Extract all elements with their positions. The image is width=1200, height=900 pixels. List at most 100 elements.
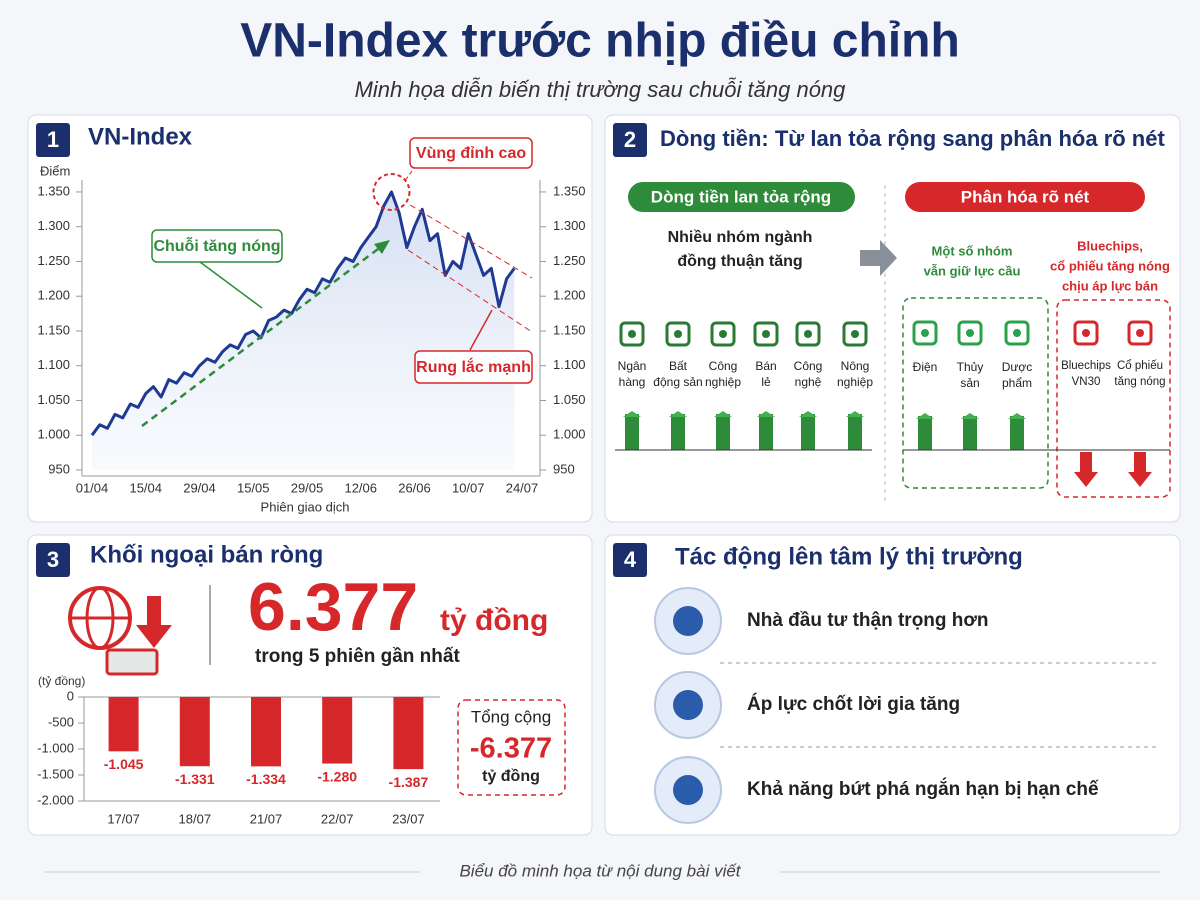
y2-tick-label: 1.000 — [553, 427, 586, 442]
cash-icon — [105, 648, 159, 676]
total-label: Tổng cộng — [471, 707, 551, 726]
value-label: -1.331 — [175, 771, 215, 787]
x-tick-label: 18/07 — [179, 811, 212, 826]
item-icon — [673, 690, 703, 720]
up-bar — [918, 416, 932, 450]
up-cap — [1008, 413, 1026, 419]
sector-label: Nông — [841, 359, 870, 373]
badge — [613, 543, 647, 577]
connector — [469, 309, 493, 351]
up-cap — [961, 413, 979, 419]
up-cap — [916, 413, 934, 419]
chart-title: VN-Index — [88, 123, 193, 150]
annotation-box — [151, 229, 283, 263]
panel-title: Dòng tiền: Từ lan tỏa rộng sang phân hóa… — [660, 126, 1165, 151]
note: Một số nhóm — [932, 243, 1013, 258]
sector-icon — [1004, 320, 1030, 346]
up-cap — [757, 411, 775, 417]
sector-label: tăng nóng — [1114, 376, 1165, 388]
x-tick-label: 15/04 — [129, 480, 162, 495]
big-number: 6.377 — [248, 569, 418, 645]
panel — [27, 534, 593, 836]
sector-label: hàng — [619, 375, 646, 389]
arrow-head — [374, 240, 390, 254]
sector-label: nghệ — [795, 375, 822, 389]
up-cap — [623, 411, 641, 417]
connector — [199, 261, 263, 309]
pill — [905, 182, 1145, 212]
y-tick-label: 1.150 — [37, 322, 70, 337]
total-unit: tỷ đồng — [482, 768, 540, 785]
down-arrow — [1074, 452, 1098, 487]
sector-label: Bất — [669, 359, 688, 373]
y-axis-label: Điểm — [40, 163, 70, 178]
badge-number: 1 — [47, 127, 59, 152]
value-label: -1.387 — [389, 774, 429, 790]
x-tick-label: 21/07 — [250, 811, 283, 826]
sector-label: lẻ — [761, 375, 771, 389]
x-tick-label: 15/05 — [237, 480, 270, 495]
footer-note: Biểu đồ minh họa từ nội dung bài viết — [459, 861, 741, 880]
sector-icon — [628, 330, 636, 338]
item-text: Nhà đầu tư thận trọng hơn — [747, 610, 989, 631]
pill-label: Phân hóa rõ nét — [961, 187, 1090, 206]
sector-icon — [665, 321, 691, 347]
pill-label: Dòng tiền lan tỏa rộng — [651, 187, 831, 206]
up-cap — [669, 411, 687, 417]
area-fill — [92, 192, 515, 470]
note: đồng thuận tăng — [677, 253, 802, 270]
flow-arrow — [860, 240, 897, 276]
group-box — [1056, 299, 1171, 498]
annotation: Rung lắc mạnh — [416, 357, 531, 376]
sector-label: động sản — [653, 375, 702, 389]
sector-label: Điện — [913, 360, 938, 374]
group-box — [902, 297, 1049, 489]
sector-label: Dược — [1002, 360, 1033, 374]
panel — [604, 114, 1181, 523]
x-tick-label: 10/07 — [452, 480, 485, 495]
sector-icon — [1127, 320, 1153, 346]
peak-ring — [372, 172, 411, 211]
sector-icon — [762, 330, 770, 338]
sector-label: Công — [709, 359, 738, 373]
y-tick-label: -500 — [48, 714, 74, 729]
sector-icon — [1136, 329, 1144, 337]
sector-icon — [795, 321, 821, 347]
y2-tick-label: 1.200 — [553, 288, 586, 303]
annotation: Vùng đỉnh cao — [416, 145, 526, 162]
trend-arrow — [141, 245, 383, 427]
sector-icon — [912, 320, 938, 346]
sector-label: Cổ phiếu — [1117, 360, 1163, 372]
y-tick-label: -2.000 — [37, 792, 74, 807]
value-label: -1.045 — [104, 756, 144, 772]
sector-icon — [1073, 320, 1099, 346]
bar — [108, 697, 139, 752]
annotation-box — [414, 350, 533, 384]
y-tick-label: 0 — [67, 688, 74, 703]
channel-line — [407, 249, 533, 333]
sector-label: Bán — [755, 359, 776, 373]
sector-label: Công — [794, 359, 823, 373]
sector-icon — [842, 321, 868, 347]
item-icon — [673, 775, 703, 805]
badge-number: 3 — [47, 547, 59, 572]
sector-label: nghiệp — [837, 375, 873, 389]
bar — [393, 697, 424, 770]
x-tick-label: 29/05 — [291, 480, 324, 495]
y-tick-label: -1.000 — [37, 740, 74, 755]
note: chịu áp lực bán — [1062, 278, 1158, 293]
y2-tick-label: 1.250 — [553, 253, 586, 268]
sector-icon — [804, 330, 812, 338]
y2-tick-label: 1.300 — [553, 218, 586, 233]
x-tick-label: 17/07 — [107, 811, 140, 826]
y2-tick-label: 1.050 — [553, 392, 586, 407]
item-text: Áp lực chốt lời gia tăng — [747, 693, 960, 715]
badge — [613, 123, 647, 157]
y-tick-label: -1.500 — [37, 766, 74, 781]
y-tick-label: 1.200 — [37, 288, 70, 303]
y-tick-label: 1.250 — [37, 253, 70, 268]
sector-label: Thủy — [957, 360, 984, 374]
value-label: -1.334 — [246, 771, 286, 787]
up-bar — [801, 414, 815, 450]
sector-label: Ngân — [618, 359, 647, 373]
